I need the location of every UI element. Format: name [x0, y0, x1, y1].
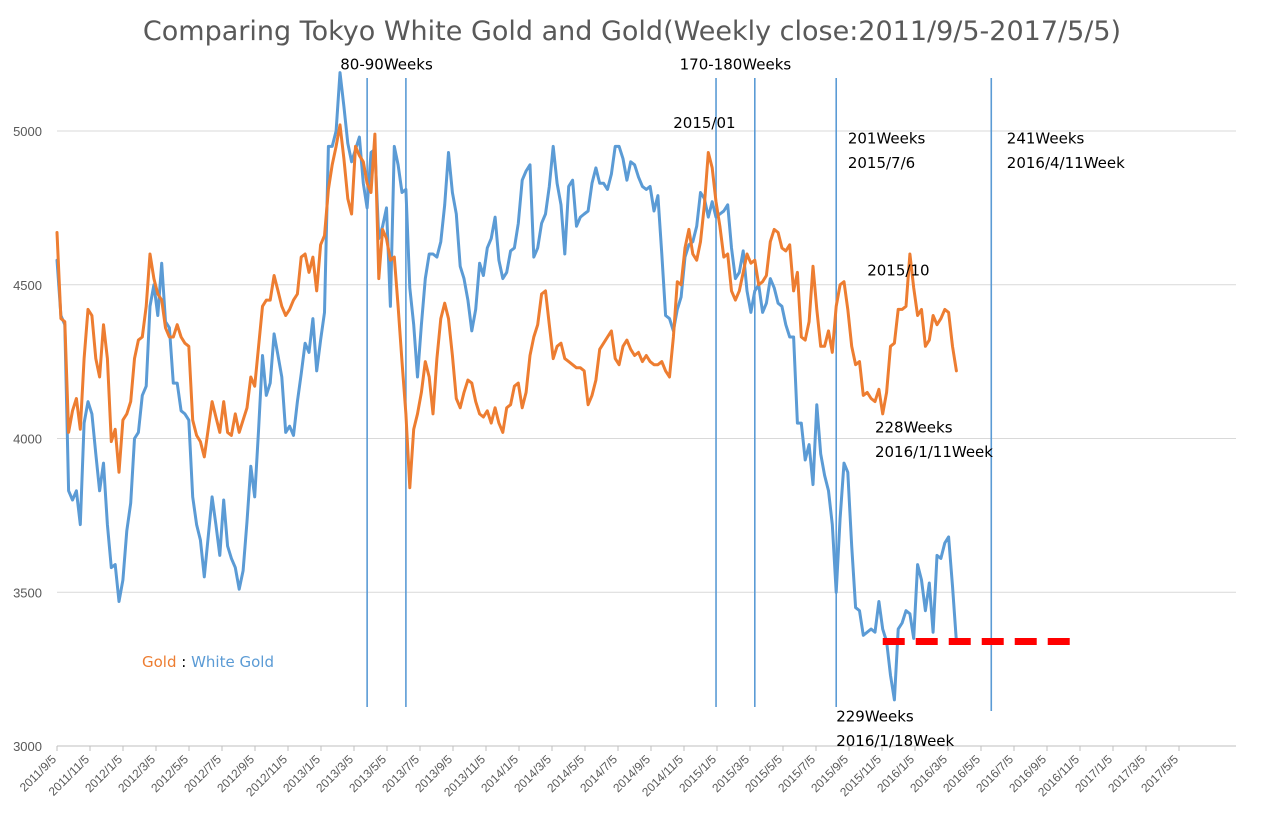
- legend: Gold : White Gold: [142, 653, 274, 671]
- x-axis-ticks: 2011/9/52011/11/52012/1/52012/3/52012/5/…: [17, 746, 1181, 799]
- vertical-markers: [366, 78, 993, 711]
- y-axis-ticks: 3000 3500 4000 4500 5000: [13, 124, 42, 754]
- y-tick-label: 3000: [13, 739, 42, 754]
- chart-title: Comparing Tokyo White Gold and Gold(Week…: [143, 16, 1121, 47]
- y-tick-label: 4000: [13, 432, 42, 447]
- annotation-label: 2015/01: [673, 114, 735, 132]
- series-lines: [55, 71, 958, 702]
- annotation-label: 241Weeks: [1007, 129, 1085, 147]
- x-tick-label: 2017/5/5: [1138, 752, 1181, 795]
- legend-white-gold: White Gold: [191, 653, 274, 671]
- annotation-label: 2015/7/6: [848, 154, 915, 172]
- annotation-label: 2016/1/11Week: [875, 443, 993, 461]
- y-tick-label: 4500: [13, 278, 42, 293]
- gridlines: [57, 130, 1236, 747]
- annotations: 80-90Weeks 170-180Weeks 2015/01 201Weeks 201…: [340, 56, 1125, 751]
- annotation-label: 2015/10: [867, 262, 929, 280]
- annotation-label: 2016/4/11Week: [1007, 154, 1125, 172]
- legend-separator: :: [177, 653, 192, 671]
- y-tick-label: 5000: [13, 124, 42, 139]
- annotation-label: 201Weeks: [848, 129, 926, 147]
- annotation-label: 2016/1/18Week: [836, 732, 954, 750]
- annotation-label: 170-180Weeks: [680, 56, 792, 74]
- y-tick-label: 3500: [13, 585, 42, 600]
- legend-gold: Gold: [142, 653, 177, 671]
- gold-series-line: [55, 123, 958, 490]
- annotation-label: 80-90Weeks: [340, 56, 433, 74]
- annotation-label: 229Weeks: [836, 707, 914, 725]
- white-gold-series-line: [55, 71, 958, 702]
- annotation-label: 228Weeks: [875, 418, 953, 436]
